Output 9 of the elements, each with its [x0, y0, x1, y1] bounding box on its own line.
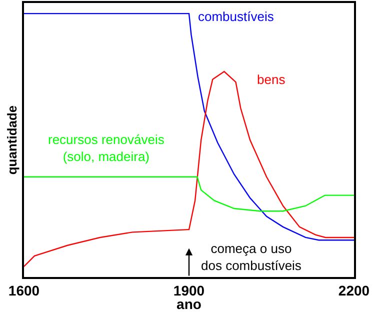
x-tick-label: 1600 [8, 282, 40, 299]
series-label: recursos renováveis (solo, madeira) [48, 132, 165, 164]
annotation: começa o uso dos combustíveis [201, 241, 302, 273]
x-tick-label: 1900 [173, 282, 205, 299]
series-label: bens [257, 72, 286, 87]
series-label: combustíveis [198, 9, 274, 24]
y-axis-title: quantidade [4, 105, 20, 175]
x-tick-label: 2200 [338, 282, 370, 299]
x-axis-title: ano [176, 296, 202, 312]
